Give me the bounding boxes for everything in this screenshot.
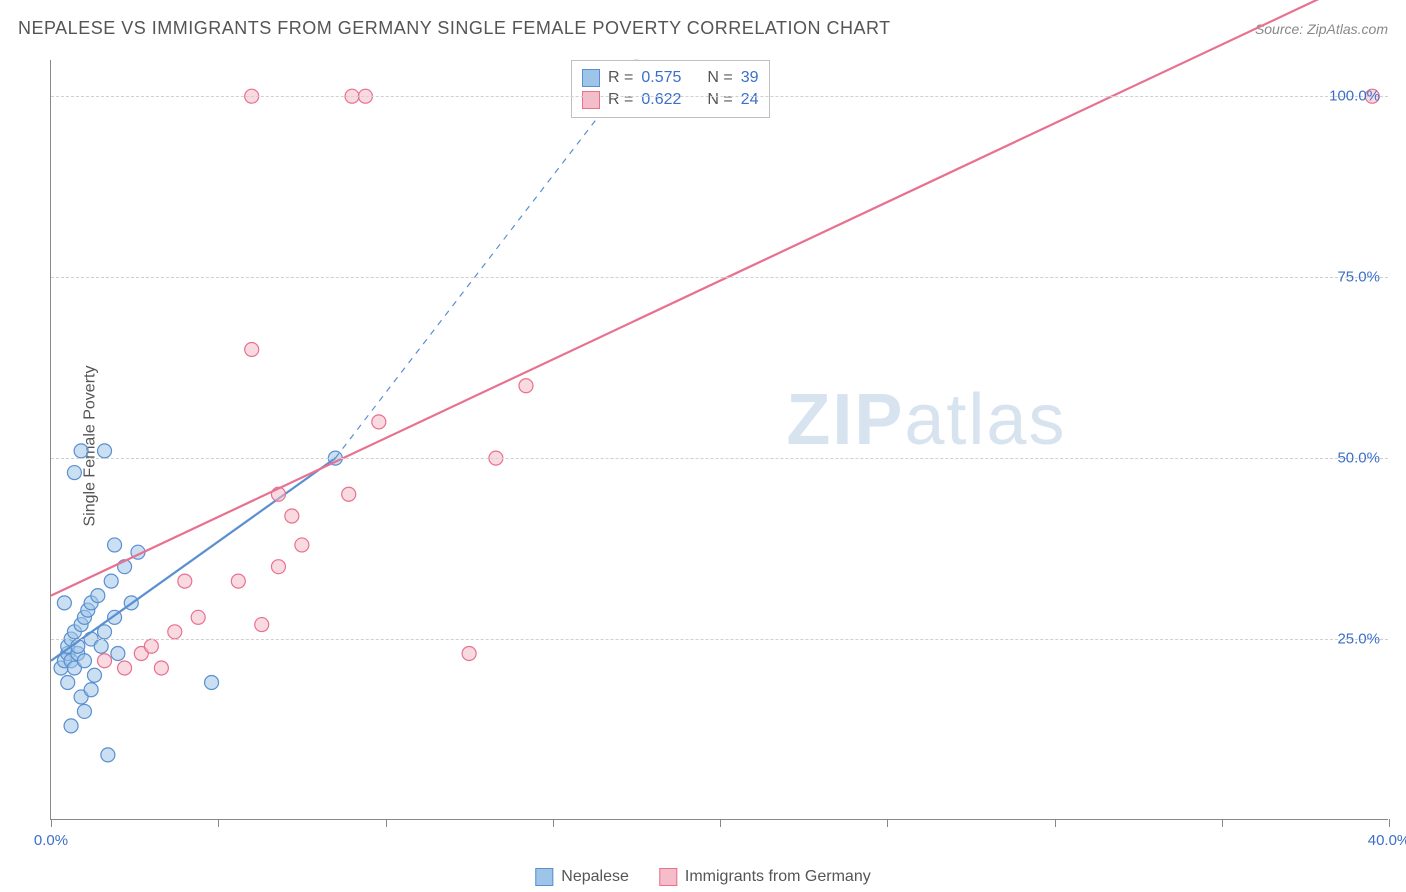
- data-point: [101, 748, 115, 762]
- x-tick: [720, 819, 721, 827]
- stat-r-label: R =: [608, 91, 633, 109]
- stat-r-value: 0.575: [641, 69, 681, 87]
- stat-n-label: N =: [707, 91, 732, 109]
- data-point: [64, 719, 78, 733]
- data-point: [144, 639, 158, 653]
- x-tick: [1222, 819, 1223, 827]
- data-point: [154, 661, 168, 675]
- legend-swatch: [582, 91, 600, 109]
- data-point: [245, 343, 259, 357]
- data-point: [104, 574, 118, 588]
- legend-item: Nepalese: [535, 868, 629, 886]
- data-point: [98, 654, 112, 668]
- chart-source: Source: ZipAtlas.com: [1255, 21, 1388, 37]
- data-point: [168, 625, 182, 639]
- trend-line: [51, 458, 335, 661]
- data-point: [118, 661, 132, 675]
- x-tick: [51, 819, 52, 827]
- chart-header: NEPALESE VS IMMIGRANTS FROM GERMANY SING…: [18, 18, 1388, 39]
- y-tick-label: 50.0%: [1337, 450, 1380, 467]
- data-point: [67, 466, 81, 480]
- x-tick-label: 40.0%: [1368, 832, 1406, 849]
- stat-r-label: R =: [608, 69, 633, 87]
- data-point: [94, 639, 108, 653]
- x-tick: [553, 819, 554, 827]
- data-point: [57, 596, 71, 610]
- data-point: [519, 379, 533, 393]
- grid-line: [51, 277, 1388, 278]
- data-point: [205, 675, 219, 689]
- grid-line: [51, 639, 1388, 640]
- legend-label: Nepalese: [561, 868, 629, 886]
- data-point: [295, 538, 309, 552]
- data-point: [77, 704, 91, 718]
- legend-swatch: [535, 868, 553, 886]
- data-point: [372, 415, 386, 429]
- data-point: [84, 683, 98, 697]
- data-point: [285, 509, 299, 523]
- data-point: [77, 654, 91, 668]
- x-tick: [386, 819, 387, 827]
- x-tick-label: 0.0%: [34, 832, 68, 849]
- stats-row: R = 0.622 N = 24: [582, 89, 759, 111]
- y-tick-label: 75.0%: [1337, 269, 1380, 286]
- data-point: [342, 487, 356, 501]
- data-point: [191, 610, 205, 624]
- stat-n-value: 24: [741, 91, 759, 109]
- data-point: [74, 444, 88, 458]
- stat-n-label: N =: [707, 69, 732, 87]
- bottom-legend: Nepalese Immigrants from Germany: [535, 868, 870, 886]
- data-point: [255, 618, 269, 632]
- data-point: [61, 675, 75, 689]
- x-tick: [1389, 819, 1390, 827]
- stat-n-value: 39: [741, 69, 759, 87]
- legend-label: Immigrants from Germany: [685, 868, 871, 886]
- y-tick-label: 25.0%: [1337, 631, 1380, 648]
- x-tick: [1055, 819, 1056, 827]
- data-point: [231, 574, 245, 588]
- legend-item: Immigrants from Germany: [659, 868, 871, 886]
- legend-swatch: [582, 69, 600, 87]
- data-point: [108, 538, 122, 552]
- chart-svg: [51, 60, 1388, 819]
- grid-line: [51, 458, 1388, 459]
- data-point: [462, 647, 476, 661]
- trend-line-dashed: [335, 67, 636, 458]
- x-tick: [218, 819, 219, 827]
- x-tick: [887, 819, 888, 827]
- plot-area: ZIPatlas R =0.575N =39R =0.622N =24 25.0…: [50, 60, 1388, 820]
- data-point: [98, 444, 112, 458]
- data-point: [91, 589, 105, 603]
- stats-row: R = 0.575 N = 39: [582, 67, 759, 89]
- data-point: [271, 560, 285, 574]
- stat-r-value: 0.622: [641, 91, 681, 109]
- y-tick-label: 100.0%: [1329, 88, 1380, 105]
- data-point: [111, 647, 125, 661]
- data-point: [178, 574, 192, 588]
- grid-line: [51, 96, 1388, 97]
- data-point: [87, 668, 101, 682]
- chart-title: NEPALESE VS IMMIGRANTS FROM GERMANY SING…: [18, 18, 891, 39]
- legend-swatch: [659, 868, 677, 886]
- stats-box: R = 0.575 N = 39 R = 0.622 N = 24: [571, 60, 770, 118]
